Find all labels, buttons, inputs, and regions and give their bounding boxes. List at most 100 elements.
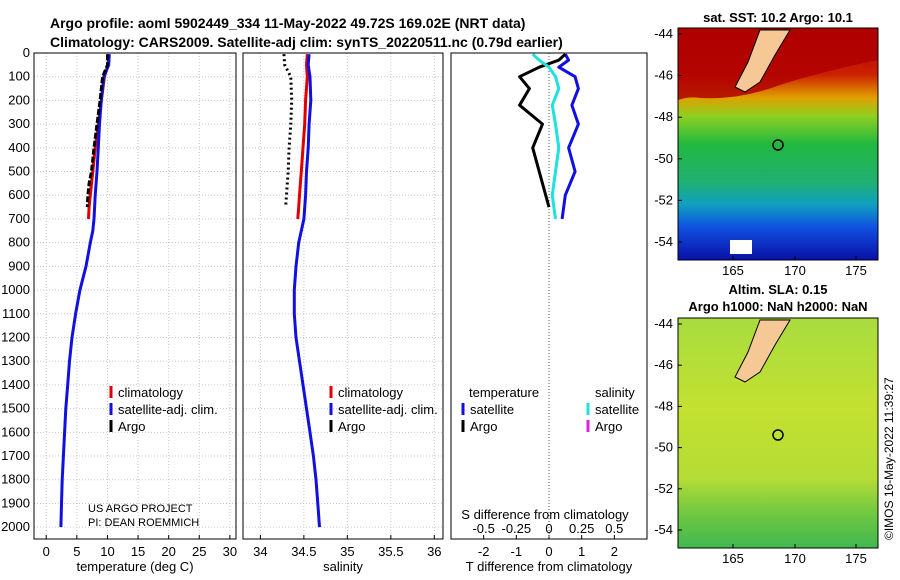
depth-tick-label: 1700 xyxy=(1,448,30,463)
sst-missing-patch xyxy=(730,240,752,254)
x-tick-label: 2 xyxy=(611,544,618,559)
legend-s-satellite: satellite xyxy=(595,402,639,417)
x-tick-label: 1 xyxy=(578,544,585,559)
map-lat-label: -52 xyxy=(654,481,673,496)
map-lat-label: -44 xyxy=(654,316,673,331)
depth-tick-label: 400 xyxy=(8,140,30,155)
map-lat-label: -48 xyxy=(654,398,673,413)
s-diff-tick-label: 0 xyxy=(545,521,552,536)
sst-map: sat. SST: 10.2 Argo: 10.1 -44 -46 -48 -50 -5… xyxy=(654,10,879,278)
map-lat-label: -52 xyxy=(654,192,673,207)
depth-tick-label: 1300 xyxy=(1,353,30,368)
depth-tick-label: 1000 xyxy=(1,282,30,297)
sla-map: Altim. SLA: 0.15 Argo h1000: NaN h2000: … xyxy=(654,282,879,566)
map-lat-label: -54 xyxy=(654,522,673,537)
map-lat-label: -50 xyxy=(654,151,673,166)
series-argo xyxy=(282,54,294,208)
depth-tick-label: 1600 xyxy=(1,424,30,439)
series-satellite-adj-clim- xyxy=(59,54,111,528)
temperature-y-ticks: 0 100 200 300 400 500 600 700 800 900 1000 1100 1200… xyxy=(1,45,30,534)
s-diff-tick-label: -0.25 xyxy=(502,521,532,536)
x-tick-label: 20 xyxy=(161,544,175,559)
sla-map-title2: Argo h1000: NaN h2000: NaN xyxy=(688,299,867,314)
map-lon-label: 170 xyxy=(784,551,806,566)
salinity-grid xyxy=(243,52,443,539)
temperature-x-label: temperature (deg C) xyxy=(76,559,193,574)
legend-s-title: salinity xyxy=(595,385,635,400)
depth-tick-label: 700 xyxy=(8,211,30,226)
difference-x-ticks: -2 -1 0 1 2 xyxy=(478,535,618,559)
series-climatology xyxy=(296,54,309,220)
salinity-x-label: salinity xyxy=(323,559,363,574)
depth-tick-label: 300 xyxy=(8,116,30,131)
figure-title-line1: Argo profile: aoml 5902449_334 11-May-20… xyxy=(50,15,525,31)
map-lon-label: 165 xyxy=(722,263,744,278)
series-satellite-t xyxy=(557,53,580,220)
x-tick-label: -2 xyxy=(478,544,490,559)
difference-legend-salinity: salinity satellite Argo xyxy=(586,385,639,434)
x-tick-label: 0 xyxy=(545,544,552,559)
sla-map-title1: Altim. SLA: 0.15 xyxy=(729,282,828,297)
temperature-legend: climatology satellite-adj. clim. Argo xyxy=(109,385,218,434)
legend-s-argo: Argo xyxy=(595,419,622,434)
t-difference-x-label: T difference from climatology xyxy=(466,559,633,574)
salinity-legend: climatology satellite-adj. clim. Argo xyxy=(329,385,438,434)
x-tick-label: 35.5 xyxy=(378,544,403,559)
temperature-x-ticks: 0 5 10 15 20 25 30 xyxy=(43,535,237,559)
pi-note: PI: DEAN ROEMMICH xyxy=(88,517,199,529)
depth-tick-label: 1200 xyxy=(1,329,30,344)
depth-tick-label: 100 xyxy=(8,69,30,84)
s-difference-x-label: S difference from climatology xyxy=(461,507,629,522)
argo-location-marker-sla xyxy=(772,429,784,441)
depth-tick-label: 1900 xyxy=(1,495,30,510)
map-lat-label: -48 xyxy=(654,109,673,124)
map-lon-label: 165 xyxy=(722,551,744,566)
temperature-legend-satellite: satellite-adj. clim. xyxy=(118,402,218,417)
x-tick-label: 36 xyxy=(427,544,441,559)
depth-tick-label: 600 xyxy=(8,187,30,202)
series-argo xyxy=(85,54,109,208)
map-lat-label: -46 xyxy=(654,357,673,372)
sla-field xyxy=(678,318,878,548)
series-satellite-s xyxy=(531,53,561,220)
map-lat-label: -50 xyxy=(654,440,673,455)
map-lat-label: -46 xyxy=(654,68,673,83)
x-tick-label: 34 xyxy=(253,544,267,559)
legend-t-satellite: satellite xyxy=(470,402,514,417)
land-south-island xyxy=(734,29,791,93)
x-tick-label: -1 xyxy=(511,544,523,559)
figure-title-line2: Climatology: CARS2009. Satellite-adj cli… xyxy=(50,34,563,50)
x-tick-label: 5 xyxy=(73,544,80,559)
x-tick-label: 0 xyxy=(43,544,50,559)
s-difference-ticks: -0.5 -0.25 0 0.25 0.5 xyxy=(472,521,623,536)
difference-panel: -2 -1 0 1 2 T difference from climatology S … xyxy=(450,52,648,574)
sst-map-ticks: -44 -46 -48 -50 -52 -54 165 170 175 xyxy=(654,26,867,278)
legend-t-argo: Argo xyxy=(470,419,497,434)
depth-tick-label: 1100 xyxy=(2,306,30,321)
depth-tick-label: 1400 xyxy=(1,377,30,392)
x-tick-label: 25 xyxy=(192,544,206,559)
x-tick-label: 35 xyxy=(340,544,354,559)
depth-tick-label: 800 xyxy=(8,235,30,250)
depth-tick-label: 0 xyxy=(23,45,30,60)
salinity-legend-climatology: climatology xyxy=(338,385,404,400)
difference-lines xyxy=(518,53,580,539)
x-tick-label: 15 xyxy=(131,544,145,559)
salinity-legend-argo: Argo xyxy=(338,419,365,434)
depth-tick-label: 2000 xyxy=(1,519,30,534)
sst-warm-band xyxy=(678,28,878,100)
temperature-lines xyxy=(59,54,111,528)
s-diff-tick-label: 0.25 xyxy=(569,521,594,536)
map-lat-label: -54 xyxy=(654,234,673,249)
sst-map-title: sat. SST: 10.2 Argo: 10.1 xyxy=(703,10,853,25)
temperature-legend-argo: Argo xyxy=(118,419,145,434)
depth-tick-label: 1500 xyxy=(1,401,30,416)
salinity-x-ticks: 34 34.5 35 35.5 36 xyxy=(253,535,442,559)
depth-tick-label: 1800 xyxy=(1,472,30,487)
series-satellite-adj-clim- xyxy=(292,54,321,528)
project-note: US ARGO PROJECT xyxy=(88,503,193,515)
argo-location-marker xyxy=(772,139,784,151)
temperature-legend-climatology: climatology xyxy=(118,385,184,400)
map-lon-label: 170 xyxy=(784,263,806,278)
